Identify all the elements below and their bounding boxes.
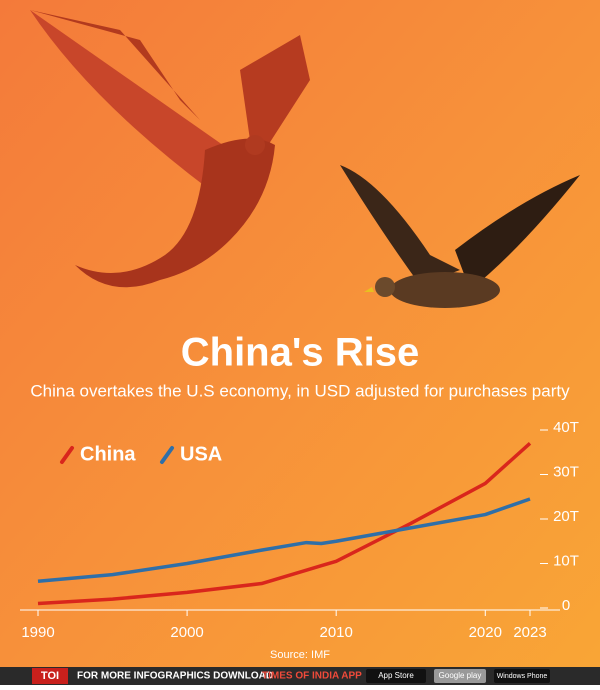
x-tick-label: 2010 [319, 624, 352, 641]
brand-badge [32, 668, 68, 684]
y-tick-label: 30T [553, 463, 579, 480]
legend-label: USA [180, 443, 222, 465]
x-tick-label: 1990 [21, 624, 54, 641]
source: Source: IMF [270, 649, 330, 661]
store-label: Windows Phone [497, 673, 548, 680]
y-tick-label: 10T [553, 552, 579, 569]
legend-swatch [160, 446, 174, 464]
store-badge[interactable] [366, 669, 426, 683]
legend-swatch [60, 446, 74, 464]
brand: TOI [41, 670, 59, 682]
app-name: TIMES OF INDIA APP [262, 671, 362, 682]
x-tick-label: 2000 [170, 624, 203, 641]
legend-label: China [80, 443, 136, 465]
x-tick-label: 2023 [513, 624, 546, 641]
chart-subtitle: China overtakes the U.S economy, in USD … [30, 381, 570, 400]
store-badge[interactable] [494, 669, 550, 683]
y-tick-label: 40T [553, 419, 579, 436]
store-label: App Store [378, 671, 414, 680]
promo: FOR MORE INFOGRAPHICS DOWNLOAD [77, 671, 273, 682]
y-tick-label: 0 [562, 597, 570, 614]
series-line [37, 442, 532, 606]
store-badge[interactable] [434, 669, 486, 683]
eagle-illustration [340, 165, 580, 308]
chart-title: China's Rise [181, 331, 419, 375]
store-label: Google play [439, 671, 482, 680]
dragon-illustration [30, 10, 310, 288]
x-tick-label: 2020 [469, 624, 502, 641]
series-line [37, 497, 531, 584]
footer: TOI FOR MORE INFOGRAPHICS DOWNLOAD TIMES… [0, 667, 600, 685]
y-tick-label: 20T [553, 508, 579, 525]
